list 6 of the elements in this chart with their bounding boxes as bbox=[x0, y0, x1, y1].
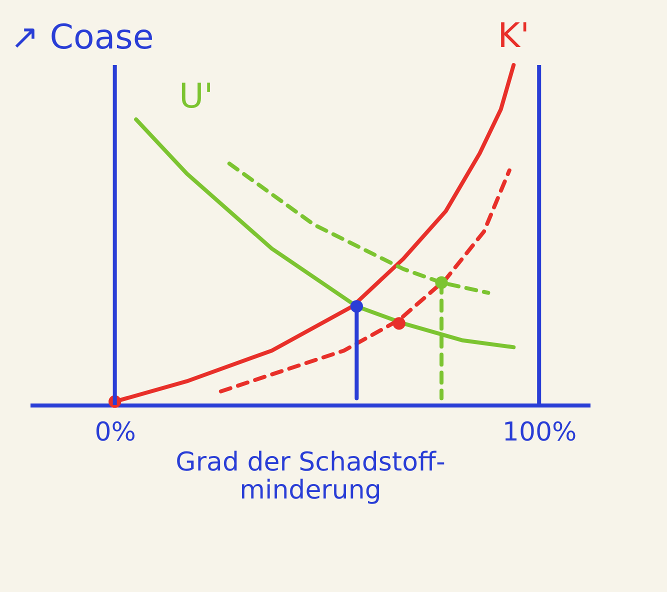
x-axis-title: Grad der Schadstoff-minderung bbox=[176, 448, 446, 506]
series-label: K' bbox=[498, 16, 530, 56]
y-axis-title: ↗ Coase bbox=[10, 18, 154, 58]
series-label: U' bbox=[178, 76, 214, 116]
x-tick-label: 100% bbox=[502, 418, 577, 448]
x-tick-label: 0% bbox=[94, 418, 136, 448]
